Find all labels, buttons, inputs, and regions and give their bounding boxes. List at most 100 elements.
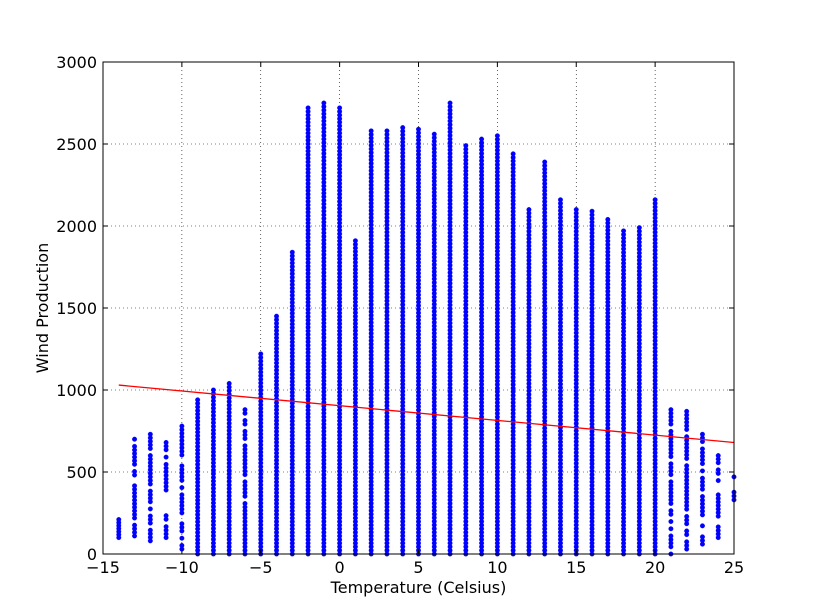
data-point [700, 446, 705, 452]
data-point [700, 431, 705, 437]
data-point [447, 100, 453, 106]
data-point [621, 228, 627, 234]
x-tick-label: 0 [335, 558, 345, 577]
data-point [147, 527, 153, 533]
data-point [179, 485, 185, 491]
data-point [715, 467, 721, 473]
data-point [668, 526, 674, 532]
data-point [384, 128, 390, 134]
data-point [463, 143, 469, 149]
data-point [147, 431, 153, 437]
data-point [242, 418, 248, 423]
data-point [494, 133, 500, 139]
x-tick-label: −5 [249, 558, 273, 577]
y-tick-label: 1500 [56, 299, 97, 318]
data-point [668, 461, 674, 467]
data-point [684, 408, 690, 414]
data-point [226, 380, 232, 386]
data-point [195, 397, 201, 403]
data-point [242, 501, 248, 506]
data-point [242, 428, 248, 434]
y-tick-label: 500 [66, 463, 97, 482]
data-point [668, 479, 674, 485]
data-point [163, 440, 169, 445]
data-point [700, 494, 705, 499]
data-point [210, 387, 216, 393]
data-point [368, 128, 374, 134]
data-point [179, 535, 185, 541]
data-point [652, 197, 658, 203]
y-tick-label: 2000 [56, 217, 97, 236]
data-point [132, 436, 137, 442]
data-point [573, 207, 579, 213]
x-axis-label: Temperature (Celsius) [330, 578, 507, 597]
axis-ticks: −15 −10 −5 0 5 10 15 20 25 0 500 1000 1500 2000 2500 30… [56, 53, 744, 577]
data-point [163, 524, 169, 530]
data-point [589, 208, 595, 214]
data-point [179, 463, 185, 469]
data-point [352, 238, 358, 244]
data-point [510, 151, 516, 157]
data-point [526, 207, 532, 213]
y-tick-label: 3000 [56, 53, 97, 72]
y-tick-label: 1000 [56, 381, 97, 400]
x-tick-label: 25 [724, 558, 744, 577]
x-tick-label: 10 [487, 558, 507, 577]
data-point [179, 521, 185, 527]
data-point [715, 524, 721, 530]
y-tick-label: 2500 [56, 135, 97, 154]
data-point [258, 351, 264, 357]
data-point [147, 453, 153, 459]
data-point [163, 461, 169, 467]
data-point [179, 423, 185, 429]
data-point [147, 513, 153, 519]
data-point [116, 517, 122, 523]
data-point [274, 313, 279, 319]
trend-line [118, 384, 735, 444]
data-point [242, 479, 248, 485]
data-point [684, 528, 690, 534]
data-points [116, 100, 737, 557]
data-point [431, 131, 437, 137]
data-point [163, 513, 169, 519]
x-tick-label: −10 [165, 558, 199, 577]
data-point [163, 454, 169, 460]
data-point [700, 468, 705, 474]
data-point [700, 475, 705, 481]
data-point [684, 539, 690, 545]
data-point [132, 443, 137, 449]
data-point [668, 533, 674, 539]
x-tick-label: −15 [86, 558, 120, 577]
data-point [684, 514, 690, 519]
data-point [337, 105, 343, 111]
data-point [321, 100, 327, 106]
data-point [242, 443, 248, 449]
data-point [242, 407, 248, 413]
data-point [715, 492, 721, 498]
data-point [147, 488, 153, 494]
x-tick-label: 15 [566, 558, 586, 577]
data-point [305, 105, 311, 111]
data-point [668, 508, 674, 514]
data-point [132, 483, 137, 489]
data-point [147, 506, 153, 512]
data-point [668, 519, 674, 524]
x-tick-label: 5 [413, 558, 423, 577]
data-point [636, 225, 642, 231]
data-point [132, 522, 137, 528]
y-tick-label: 0 [87, 545, 97, 564]
trend-line-group [118, 384, 735, 444]
data-point [700, 534, 705, 540]
data-point [132, 469, 137, 474]
data-point [715, 453, 721, 459]
data-point [605, 216, 611, 222]
data-point [715, 478, 721, 484]
data-point [400, 125, 406, 131]
x-tick-label: 20 [645, 558, 665, 577]
data-point [289, 249, 295, 255]
data-point [416, 126, 421, 132]
data-point [542, 159, 548, 165]
data-point [179, 492, 185, 498]
data-point [668, 407, 674, 413]
